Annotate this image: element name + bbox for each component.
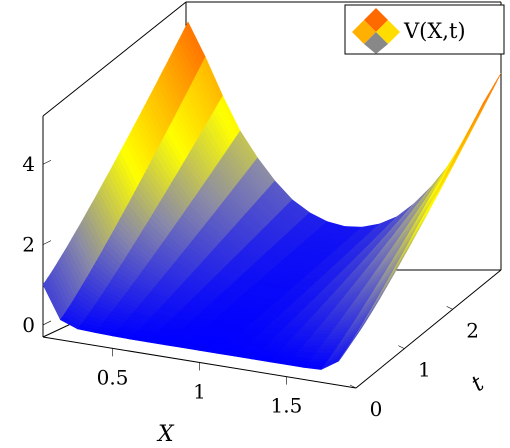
- y-tick-mark: [349, 384, 357, 389]
- x-axis-label: X: [156, 422, 175, 447]
- x-tick-label: 0.5: [97, 365, 129, 389]
- surface-patch: [338, 332, 359, 362]
- x-tick-label: 1.5: [271, 394, 303, 418]
- axis-ticks: 0.5 1 1.5 0 1 2 0 2 4: [22, 152, 479, 421]
- y-tick-label: 1: [418, 358, 431, 382]
- y-tick-label: 0: [370, 397, 383, 421]
- z-tick-label: 2: [22, 233, 35, 257]
- surface-patch: [294, 331, 317, 335]
- y-axis-label: t: [467, 371, 489, 397]
- surface-patch: [282, 326, 304, 330]
- z-tick-label: 4: [22, 152, 35, 176]
- y-tick-mark: [446, 306, 453, 310]
- y-tick-label: 2: [466, 318, 479, 342]
- surface-patch: [281, 310, 304, 314]
- legend-label: V(X,t): [403, 19, 466, 43]
- surface-patch: [307, 336, 329, 341]
- y-tick-mark: [398, 345, 405, 349]
- surface-mesh: [42, 21, 502, 370]
- z-tick-mark: [42, 159, 52, 165]
- z-tick-mark: [42, 320, 52, 326]
- z-tick-label: 0: [22, 313, 35, 337]
- legend-surface-icon: [352, 8, 400, 54]
- surface-patch: [317, 345, 339, 351]
- surface-patch: [315, 349, 337, 354]
- legend: V(X,t): [344, 4, 505, 55]
- surface-patch: [293, 283, 315, 287]
- z-tick-mark: [42, 240, 52, 245]
- surface-patch: [291, 286, 313, 289]
- x-tick-label: 1: [193, 380, 206, 404]
